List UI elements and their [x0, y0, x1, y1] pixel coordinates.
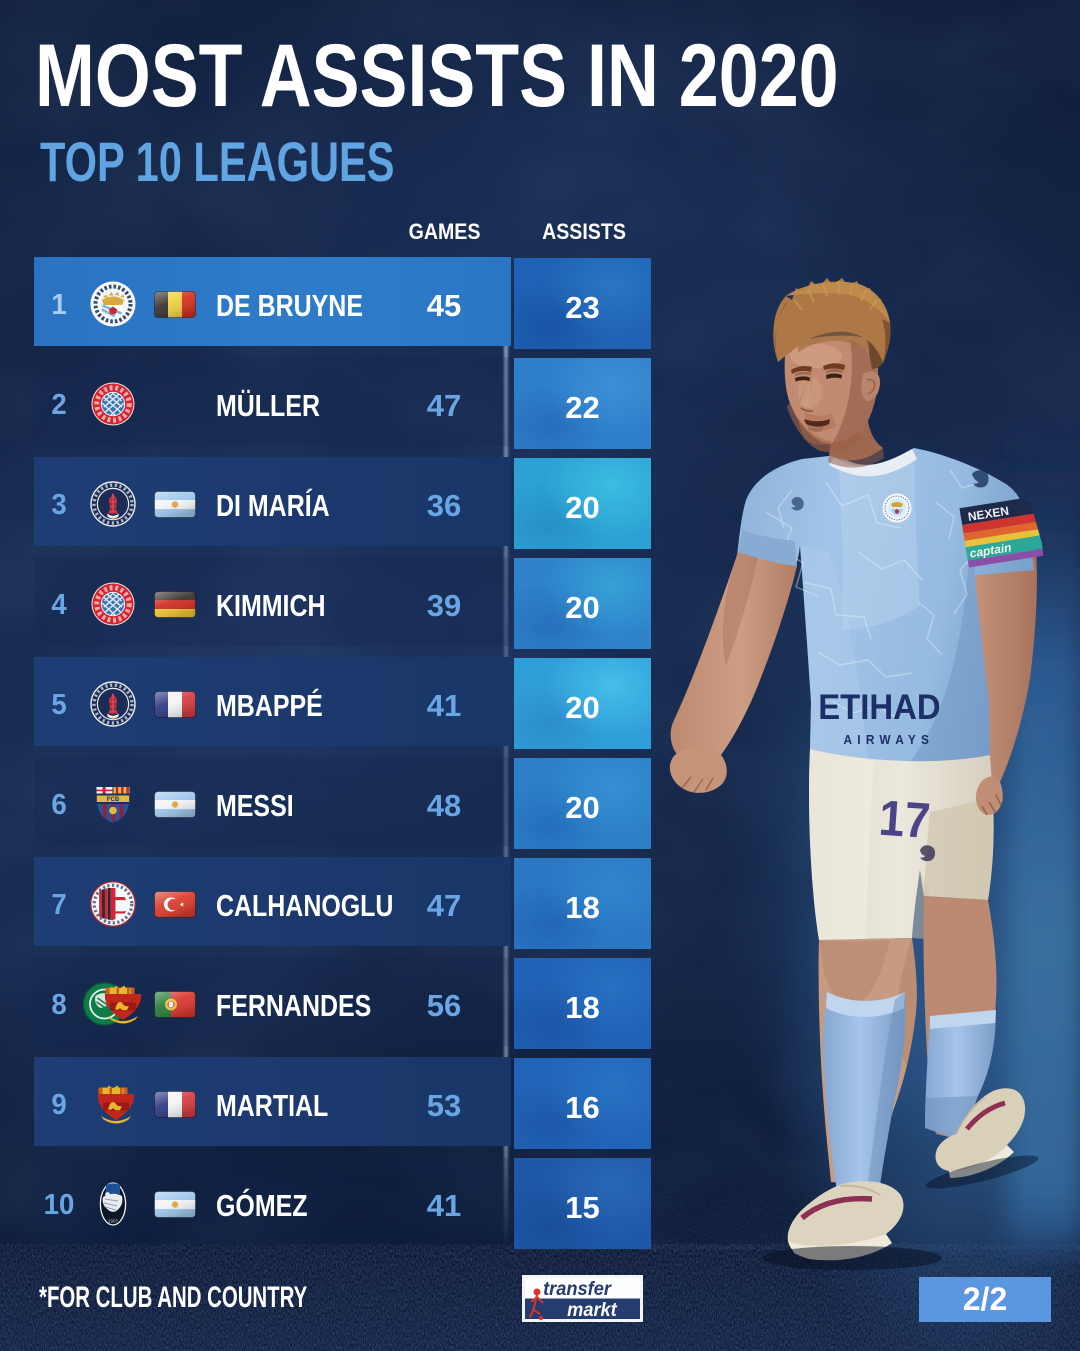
- svg-text:FCB: FCB: [107, 797, 120, 803]
- svg-text:NEXEN: NEXEN: [967, 504, 1010, 524]
- svg-text:ETIHAD: ETIHAD: [818, 688, 940, 727]
- svg-text:markt: markt: [567, 1299, 617, 1320]
- svg-text:transfer: transfer: [543, 1278, 613, 1299]
- svg-text:AIRWAYS: AIRWAYS: [844, 733, 935, 747]
- svg-text:17: 17: [877, 791, 932, 850]
- svg-text:1907: 1907: [108, 1219, 119, 1224]
